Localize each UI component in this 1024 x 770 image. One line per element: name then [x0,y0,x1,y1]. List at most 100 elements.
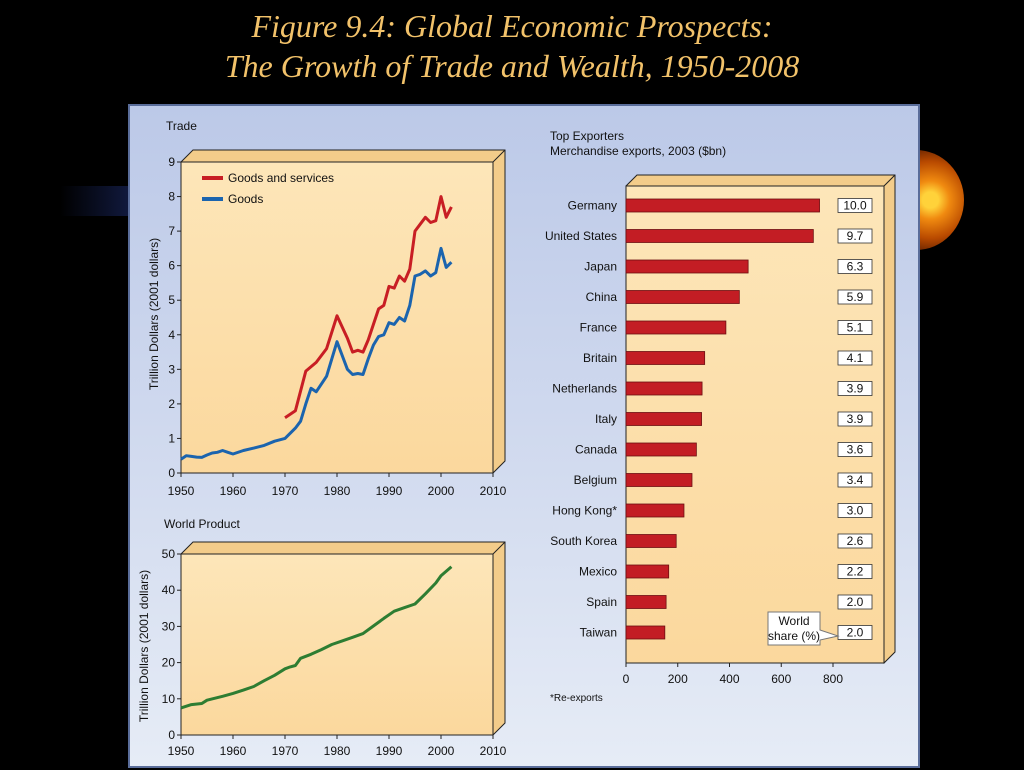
bar-britain [625,351,706,365]
trade-plot-box-edge [492,149,506,163]
exports-x-tick-label-600: 600 [771,672,791,686]
trade-y-tick-label-6: 6 [168,259,175,273]
exports-x-tick-label-200: 200 [668,672,688,686]
world-product-y-axis-label: Trillion Dollars (2001 dollars) [137,570,151,722]
category-label-taiwan: Taiwan [580,626,617,640]
bar-belgium [625,473,693,487]
trade-x-tick-label-1950: 1950 [168,484,195,498]
world-product-x-tick-label-2010: 2010 [480,744,507,758]
category-label-spain: Spain [586,595,617,609]
trade-y-tick-label-2: 2 [168,397,175,411]
world-share-callout: World share (%) [767,611,840,646]
trade-y-tick-label-7: 7 [168,224,175,238]
trade-chart-title: Trade [166,119,197,133]
world-product-plot-box-face [180,553,494,736]
world-share-box-britain [837,350,873,366]
world-product-y-tick-label-10: 10 [162,692,176,706]
trade-y-tick-label-1: 1 [168,431,175,445]
world-product-line-0 [180,565,453,710]
exports-x-tick-label-400: 400 [719,672,739,686]
trade-chart: Trade Trillion Dollars (2001 dollars) 0 1… [147,119,507,498]
bar-spain [625,595,667,609]
world-share-value-belgium: 3.4 [847,473,864,487]
world-product-y-tick-label-20: 20 [162,656,176,670]
top-exporters-plot-box-edge [883,174,896,187]
world-product-chart-title: World Product [164,517,240,531]
bar-hong-kong [625,503,685,518]
trade-y-tick-label-9: 9 [168,155,175,169]
world-share-box-italy [837,411,873,427]
exports-x-tick-label-0: 0 [623,672,630,686]
world-share-value-united-states: 9.7 [847,229,864,243]
bar-taiwan [625,625,666,640]
slide-title-line-2: The Growth of Trade and Wealth, 1950-200… [224,48,800,84]
category-label-south-korea: South Korea [550,534,617,548]
category-label-japan: Japan [584,260,617,274]
trade-plot-area: 0 1 2 3 4 5 6 7 8 9 1950 1960 1970 1980 1990 2000 2010 [168,149,507,498]
world-share-box-hong-kong [837,503,873,518]
world-share-value-netherlands: 3.9 [847,382,864,396]
world-share-value-hong-kong: 3.0 [847,504,864,518]
world-share-box-south-korea [837,533,873,549]
trade-y-tick-label-8: 8 [168,190,175,204]
category-label-belgium: Belgium [574,473,617,487]
figure-svg: Trade Trillion Dollars (2001 dollars) 0 1… [137,119,896,758]
trade-x-tick-label-1990: 1990 [376,484,403,498]
trade-legend: Goods and services Goods [202,171,334,206]
category-label-germany: Germany [568,199,617,213]
world-share-value-mexico: 2.2 [847,565,864,579]
world-product-x-tick-label-1950: 1950 [168,744,195,758]
slide-title: Figure 9.4: Global Economic Prospects: T… [0,6,1024,86]
top-exporters-chart: Top Exporters Merchandise exports, 2003 … [545,129,896,704]
world-share-value-canada: 3.6 [847,443,864,457]
world-share-box-mexico [837,564,873,579]
world-product-chart: World Product Trillion Dollars (2001 dol… [137,517,507,758]
trade-y-tick-label-5: 5 [168,293,175,307]
world-share-value-taiwan: 2.0 [847,626,864,640]
world-product-x-tick-label-1970: 1970 [272,744,299,758]
category-label-hong-kong: Hong Kong* [552,504,617,518]
world-share-label-line-2: share (%) [768,629,820,643]
bar-italy [625,412,702,426]
trade-y-tick-label-4: 4 [168,328,175,342]
world-share-value-france: 5.1 [847,321,864,335]
world-share-box-spain [837,594,873,610]
world-product-x-tick-label-1980: 1980 [324,744,351,758]
world-product-y-tick-label-40: 40 [162,583,176,597]
trade-x-tick-label-2000: 2000 [428,484,455,498]
bar-china [625,290,740,304]
world-share-callout-box [767,611,840,646]
world-product-y-tick-label-30: 30 [162,619,176,633]
category-label-mexico: Mexico [579,565,617,579]
world-share-value-italy: 3.9 [847,412,864,426]
top-exporters-subtitle: Merchandise exports, 2003 ($bn) [550,144,726,158]
exports-x-tick-label-800: 800 [823,672,843,686]
world-share-value-south-korea: 2.6 [847,534,864,548]
world-share-box-japan [837,259,873,274]
world-product-plot-area: 0 10 20 30 40 50 1950 1960 1970 1980 1990 2000 2010 [162,541,507,758]
top-exporters-title: Top Exporters [550,129,624,143]
trade-series-goods-line [180,246,453,461]
category-label-italy: Italy [595,412,617,426]
legend-label-goods: Goods [228,192,263,206]
bar-germany [625,198,820,213]
category-label-canada: Canada [575,443,617,457]
world-share-box-canada [837,442,873,457]
trade-y-tick-label-0: 0 [168,466,175,480]
legend-label-goods-and-services: Goods and services [228,171,334,185]
trade-series-goods-and-services-line [284,195,453,419]
bar-mexico [625,564,670,579]
category-label-france: France [580,321,618,335]
world-share-value-china: 5.9 [847,290,864,304]
world-product-x-tick-label-1990: 1990 [376,744,403,758]
world-product-y-tick-label-0: 0 [168,728,175,742]
world-product-y-tick-label-50: 50 [162,547,176,561]
world-product-x-tick-label-1960: 1960 [220,744,247,758]
bar-united-states [625,229,814,243]
world-share-box-united-states [837,228,873,244]
world-share-value-britain: 4.1 [847,351,864,365]
trade-y-axis-label: Trillion Dollars (2001 dollars) [147,238,161,390]
trade-x-tick-label-1970: 1970 [272,484,299,498]
bar-netherlands [625,381,703,396]
world-share-value-japan: 6.3 [847,260,864,274]
